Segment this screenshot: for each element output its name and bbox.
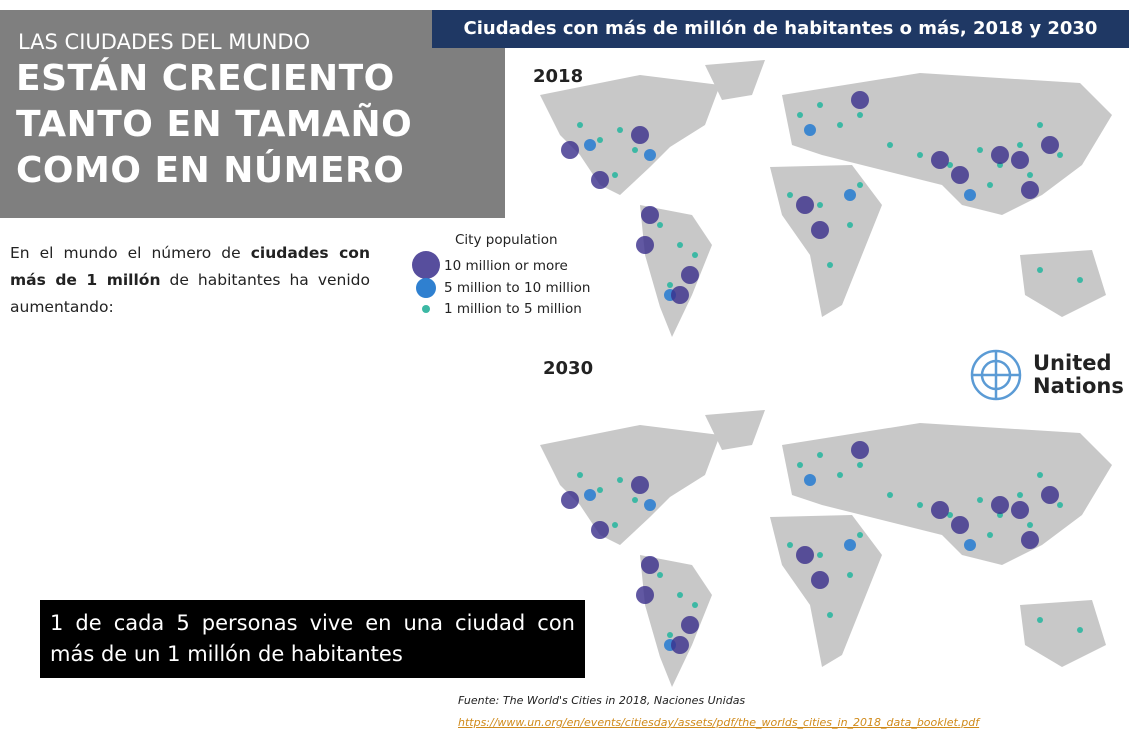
title-line: TANTO EN TAMAÑO bbox=[16, 104, 413, 145]
logo-text: United Nations bbox=[1033, 352, 1124, 398]
intro-bold: ciudades con más de 1 millón bbox=[10, 244, 370, 289]
logo-line: United bbox=[1033, 351, 1112, 375]
legend-title: City population bbox=[455, 232, 558, 248]
legend-item: 1 million to 5 million bbox=[444, 301, 582, 317]
intro-text: En el mundo el número de bbox=[10, 244, 251, 262]
map-label: 2030 bbox=[543, 358, 594, 379]
un-emblem bbox=[970, 349, 1022, 401]
intro: En el mundo el número de ciudades con má… bbox=[10, 240, 370, 321]
intro-text: de habitantes ha venido aumentando: bbox=[10, 271, 370, 316]
source: Fuente: The World's Cities in 2018, Naci… bbox=[458, 694, 746, 707]
source-link[interactable]: https://www.un.org/en/events/citiesday/a… bbox=[458, 716, 980, 729]
title-line: ESTÁN CRECIENTO bbox=[16, 58, 395, 99]
kicker: LAS CIUDADES DEL MUNDO bbox=[18, 30, 311, 54]
banner: Ciudades con más de millón de habitantes… bbox=[432, 10, 1129, 48]
title-line: COMO EN NÚMERO bbox=[16, 150, 405, 191]
legend-item: 10 million or more bbox=[444, 258, 568, 274]
header-box bbox=[0, 10, 505, 218]
legend-symbols bbox=[412, 251, 440, 313]
legend-item: 5 million to 10 million bbox=[444, 280, 591, 296]
map-2030 bbox=[540, 410, 1112, 687]
logo-line: Nations bbox=[1033, 374, 1124, 398]
map-label: 2018 bbox=[533, 66, 584, 87]
map-2018 bbox=[540, 60, 1112, 337]
callout: 1 de cada 5 personas vive en una ciudad … bbox=[40, 600, 585, 678]
